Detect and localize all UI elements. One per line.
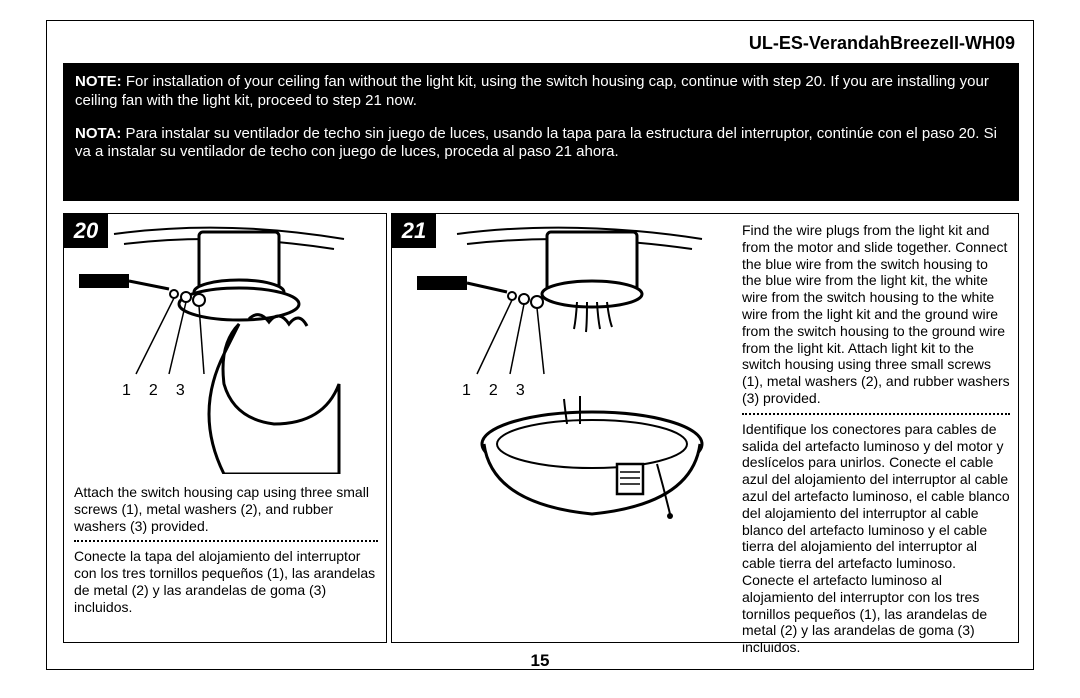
- label-2: 2: [489, 382, 498, 400]
- divider: [742, 413, 1010, 415]
- note-label-en: NOTE:: [75, 73, 122, 90]
- note-label-es: NOTA:: [75, 125, 121, 142]
- label-1: 1: [122, 382, 131, 400]
- page-border: UL-ES-VerandahBreezeII-WH09 NOTE: For in…: [46, 20, 1034, 670]
- divider: [74, 540, 378, 542]
- step-20-box: 20 1 2 3: [63, 213, 387, 643]
- label-3: 3: [176, 382, 185, 400]
- step-20-es: Conecte la tapa del alojamiento del inte…: [74, 548, 378, 615]
- label-1: 1: [462, 382, 471, 400]
- page-number: 15: [47, 651, 1033, 671]
- step-21-labels: 1 2 3: [462, 382, 525, 400]
- note-text-es: Para instalar su ventilador de techo sin…: [75, 125, 997, 161]
- header-code: UL-ES-VerandahBreezeII-WH09: [749, 33, 1015, 54]
- step-20-labels: 1 2 3: [122, 382, 185, 400]
- note-en: NOTE: For installation of your ceiling f…: [75, 73, 1007, 111]
- note-es: NOTA: Para instalar su ventilador de tec…: [75, 125, 1007, 163]
- step-21-en: Find the wire plugs from the light kit a…: [742, 222, 1010, 407]
- step-21-illustration: [402, 214, 732, 594]
- step-21-box: 21: [391, 213, 1019, 643]
- step-21-es: Identifique los conectores para cables d…: [742, 421, 1010, 656]
- step-20-text: Attach the switch housing cap using thre…: [74, 484, 378, 616]
- label-2: 2: [149, 382, 158, 400]
- step-20-illustration: [74, 214, 378, 474]
- note-text-en: For installation of your ceiling fan wit…: [75, 73, 989, 109]
- step-20-en: Attach the switch housing cap using thre…: [74, 484, 378, 534]
- label-3: 3: [516, 382, 525, 400]
- note-box: NOTE: For installation of your ceiling f…: [63, 63, 1019, 201]
- step-21-text: Find the wire plugs from the light kit a…: [742, 222, 1010, 656]
